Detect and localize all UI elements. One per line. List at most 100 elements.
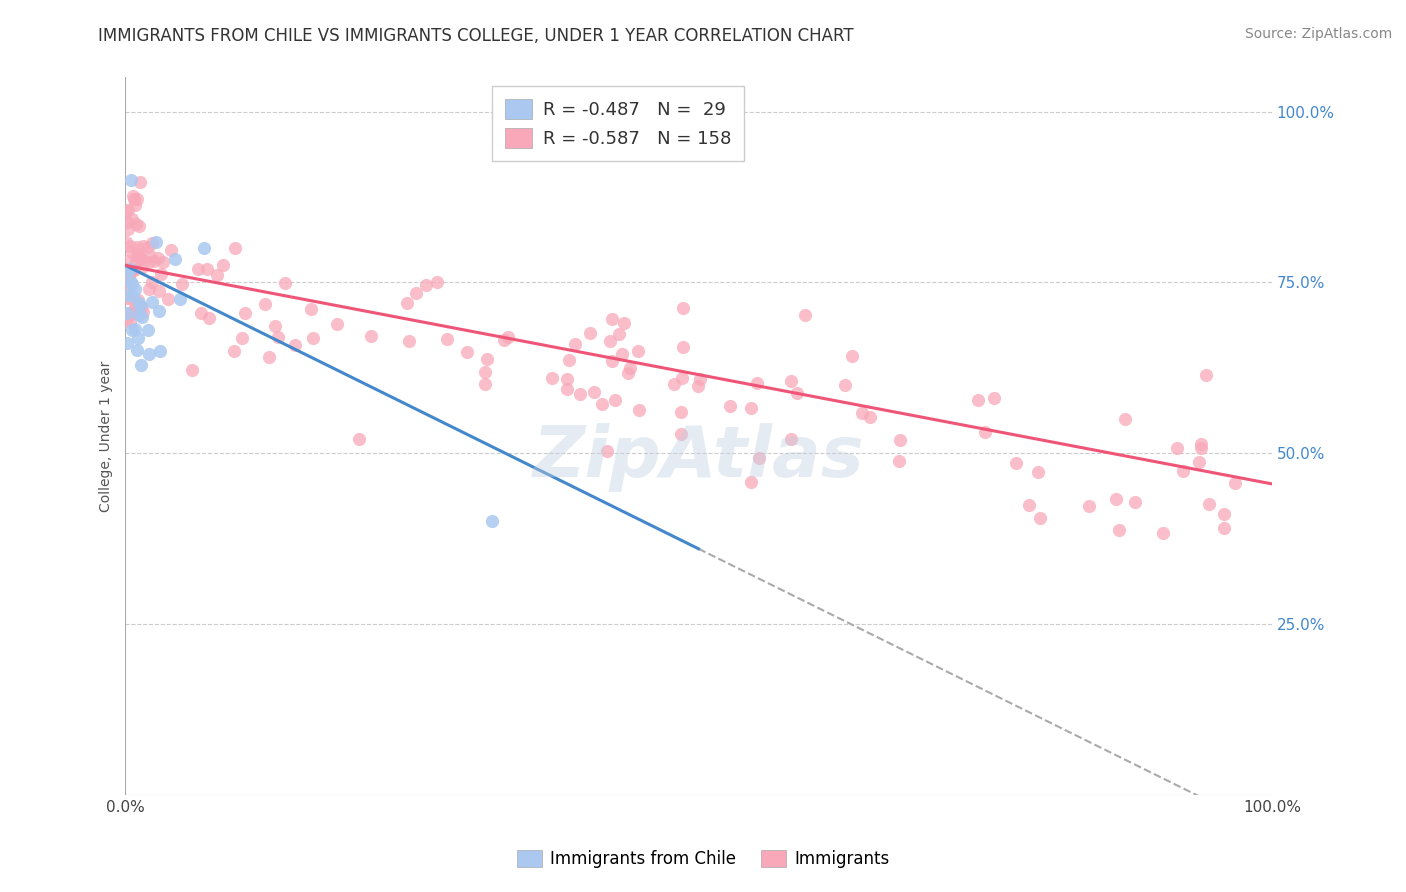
Point [627,343,650,358]
Point [118,269,141,284]
Point [222,343,245,358]
Point [780,374,803,388]
Point [1223,475,1246,490]
Point [748,451,770,466]
Point [118,264,141,278]
Point [157,292,180,306]
Point [117,262,139,277]
Point [212,258,235,272]
Point [1171,464,1194,478]
Point [152,255,174,269]
Point [129,300,152,314]
Point [122,289,145,303]
Point [436,332,458,346]
Y-axis label: College, Under 1 year: College, Under 1 year [100,360,114,512]
Point [115,280,138,294]
Point [148,304,170,318]
Point [122,192,145,206]
Point [671,370,693,384]
Point [122,303,145,318]
Point [1114,412,1136,426]
Point [145,235,167,249]
Point [190,306,212,320]
Point [595,444,617,458]
Point [672,340,695,354]
Text: ZipAtlas: ZipAtlas [533,423,865,492]
Point [591,397,613,411]
Point [786,386,808,401]
Point [267,330,290,344]
Point [117,265,139,279]
Point [966,393,988,408]
Point [131,252,153,266]
Point [564,337,586,351]
Point [851,405,873,419]
Point [541,371,564,385]
Point [718,399,741,413]
Point [172,277,194,291]
Point [138,254,160,268]
Point [128,296,150,310]
Point [474,366,496,380]
Point [117,202,139,217]
Point [125,217,148,231]
Point [834,377,856,392]
Point [302,330,325,344]
Legend: Immigrants from Chile, Immigrants: Immigrants from Chile, Immigrants [510,843,896,875]
Point [1212,521,1234,535]
Point [160,243,183,257]
Point [120,173,142,187]
Point [121,292,143,306]
Point [578,326,600,340]
Point [150,267,173,281]
Legend: R = -0.487   N =  29, R = -0.587   N = 158: R = -0.487 N = 29, R = -0.587 N = 158 [492,87,744,161]
Point [131,260,153,274]
Point [143,254,166,268]
Point [600,312,623,326]
Point [138,282,160,296]
Point [198,310,221,325]
Point [141,236,163,251]
Point [264,318,287,333]
Point [187,262,209,277]
Point [973,425,995,440]
Point [1026,465,1049,479]
Point [360,329,382,343]
Point [1195,368,1218,383]
Point [124,322,146,336]
Point [128,219,150,234]
Point [582,384,605,399]
Point [494,333,516,347]
Point [195,262,218,277]
Point [131,310,153,324]
Point [138,347,160,361]
Point [1029,510,1052,524]
Point [117,221,139,235]
Point [349,432,371,446]
Point [128,248,150,262]
Point [117,306,139,320]
Point [115,313,138,327]
Point [120,315,142,329]
Point [326,317,349,331]
Point [169,292,191,306]
Point [193,241,215,255]
Point [610,347,633,361]
Point [600,353,623,368]
Point [496,330,519,344]
Point [689,372,711,386]
Point [132,238,155,252]
Point [233,306,256,320]
Point [599,334,621,348]
Point [671,427,693,442]
Point [117,336,139,351]
Point [129,358,152,372]
Point [456,344,478,359]
Point [1105,492,1128,507]
Point [617,366,640,380]
Point [395,296,418,310]
Point [121,244,143,259]
Point [124,198,146,212]
Point [1078,500,1101,514]
Point [1108,523,1130,537]
